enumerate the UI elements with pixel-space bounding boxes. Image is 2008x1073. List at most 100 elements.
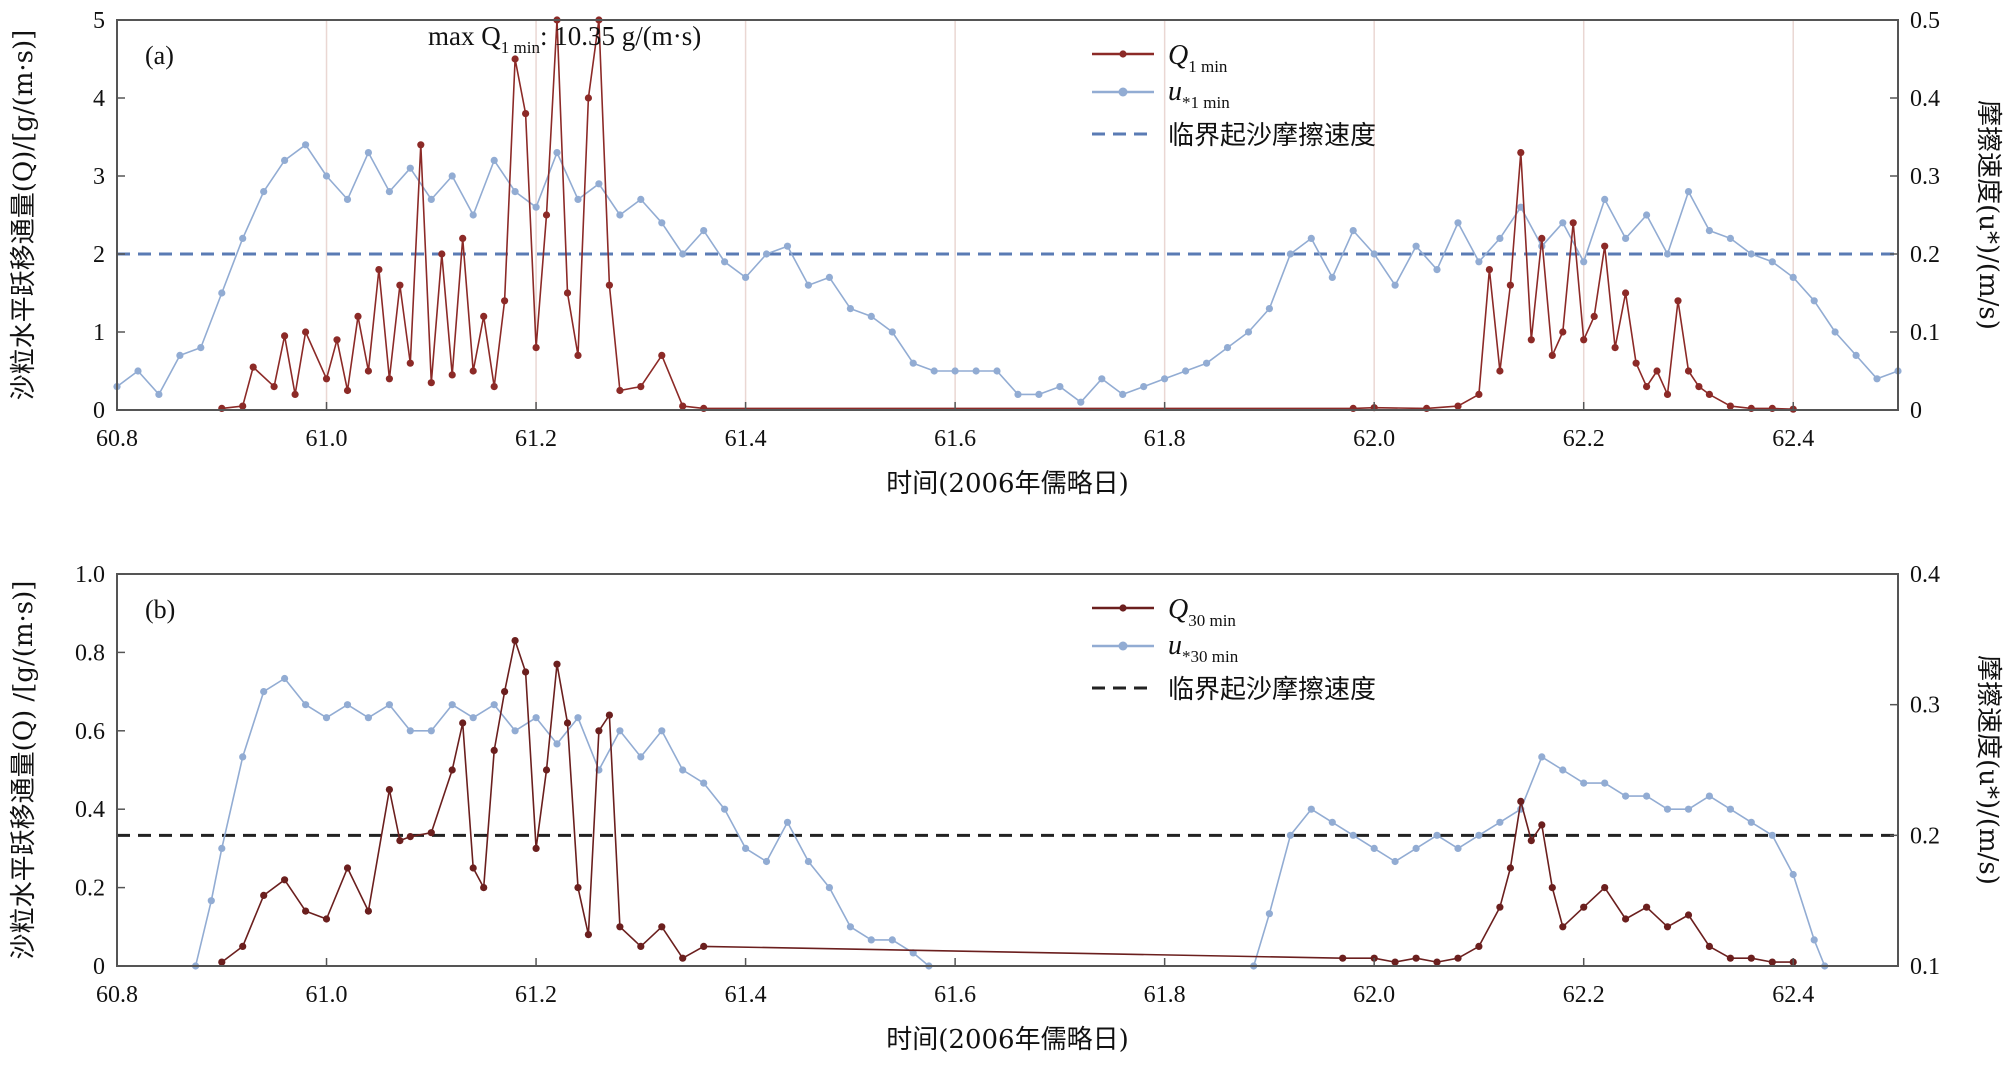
legend-marker-q bbox=[1119, 50, 1127, 58]
data-point bbox=[1663, 390, 1672, 398]
data-point bbox=[1548, 351, 1556, 359]
series-line bbox=[194, 677, 1826, 967]
data-point bbox=[1663, 805, 1672, 813]
data-point bbox=[1726, 805, 1734, 813]
data-point bbox=[637, 753, 645, 761]
data-point bbox=[1035, 390, 1043, 398]
series-line bbox=[221, 19, 1794, 410]
data-point bbox=[1014, 390, 1022, 398]
data-point bbox=[1433, 831, 1441, 839]
label-base: u bbox=[1168, 76, 1182, 107]
data-point bbox=[542, 211, 551, 219]
data-point bbox=[867, 312, 875, 320]
data-point bbox=[1601, 195, 1609, 203]
data-point bbox=[584, 931, 593, 939]
data-point bbox=[888, 936, 896, 944]
data-point bbox=[972, 367, 980, 375]
data-point bbox=[511, 637, 519, 645]
data-point bbox=[1747, 250, 1755, 258]
data-point bbox=[197, 344, 205, 352]
data-point bbox=[302, 907, 310, 915]
chart-panel-a: 60.8 61.0 61.2 61.4 61.6 61.8 62.0 62.2 62.4 0 1 2 3… bbox=[9, 8, 2003, 499]
data-point bbox=[532, 714, 540, 722]
series-0 bbox=[192, 674, 1829, 970]
x-tick-label: 61.0 bbox=[306, 982, 348, 1008]
data-point bbox=[993, 367, 1001, 375]
panel-label: (b) bbox=[145, 595, 175, 624]
data-point bbox=[490, 746, 498, 755]
data-point bbox=[406, 727, 414, 735]
data-point bbox=[1527, 837, 1535, 845]
y-tick-label: 0.6 bbox=[75, 719, 105, 745]
x-tick-label: 60.8 bbox=[96, 426, 138, 452]
data-point bbox=[1559, 219, 1567, 227]
label-base: Q bbox=[1168, 40, 1188, 71]
data-point bbox=[1663, 923, 1672, 931]
data-point bbox=[438, 250, 446, 258]
data-point bbox=[459, 719, 467, 727]
data-point bbox=[302, 141, 310, 149]
data-point bbox=[417, 141, 425, 149]
y-axis-title: 沙粒水平跃移通量(Q)/[g/(m·s)] bbox=[9, 30, 39, 401]
data-point bbox=[1517, 203, 1525, 211]
data-point bbox=[1286, 250, 1294, 258]
data-point bbox=[616, 923, 624, 931]
y-tick-label: 0.8 bbox=[75, 640, 105, 666]
data-point bbox=[322, 172, 331, 180]
y-tick-label: 5 bbox=[93, 8, 105, 34]
data-point bbox=[867, 936, 875, 944]
data-point bbox=[1705, 792, 1713, 800]
x-tick-label: 62.4 bbox=[1772, 982, 1814, 1008]
y-tick-label: 1.0 bbox=[75, 562, 105, 588]
data-point bbox=[1433, 958, 1441, 966]
series-1 bbox=[218, 637, 1797, 966]
data-point bbox=[574, 351, 582, 359]
data-point bbox=[1726, 402, 1734, 410]
data-point bbox=[846, 923, 855, 931]
data-point bbox=[427, 829, 435, 837]
data-point bbox=[1454, 844, 1462, 853]
data-point bbox=[281, 876, 289, 884]
data-point bbox=[1789, 273, 1797, 281]
data-point bbox=[532, 203, 540, 211]
data-point bbox=[1789, 870, 1797, 879]
data-point bbox=[1622, 289, 1630, 297]
data-point bbox=[1747, 818, 1755, 826]
label-subscript: 1 min bbox=[501, 38, 541, 57]
y-tick-label: 1 bbox=[93, 320, 105, 346]
data-point bbox=[1873, 375, 1881, 383]
data-point bbox=[1286, 831, 1294, 839]
data-point bbox=[595, 180, 603, 188]
data-point bbox=[700, 942, 708, 951]
data-point bbox=[1506, 281, 1514, 289]
x-tick-label: 61.2 bbox=[515, 426, 557, 452]
data-point bbox=[846, 305, 855, 313]
data-point bbox=[207, 897, 215, 905]
data-point bbox=[1643, 211, 1651, 219]
data-point bbox=[1559, 328, 1567, 336]
data-point bbox=[553, 149, 561, 157]
x-axis-title: 时间(2006年儒略日) bbox=[886, 1025, 1128, 1055]
data-point bbox=[249, 363, 257, 371]
data-point bbox=[1203, 359, 1211, 367]
y2-tick-label: 0 bbox=[1910, 398, 1922, 424]
plot-frame bbox=[116, 19, 1899, 411]
data-point bbox=[1643, 383, 1651, 391]
data-point bbox=[574, 195, 582, 203]
data-point bbox=[333, 336, 341, 344]
series-line bbox=[116, 144, 1899, 404]
panel-label: (a) bbox=[145, 41, 174, 70]
data-point bbox=[679, 954, 687, 962]
data-point bbox=[1182, 367, 1190, 375]
data-point bbox=[1370, 844, 1378, 853]
legend-marker-q bbox=[1119, 604, 1127, 612]
label-subscript: *1 min bbox=[1182, 93, 1230, 112]
data-point bbox=[1454, 954, 1462, 962]
data-point bbox=[270, 383, 278, 391]
y2-tick-label: 0.3 bbox=[1910, 164, 1940, 190]
data-point bbox=[375, 266, 383, 274]
data-point bbox=[501, 688, 509, 696]
data-point bbox=[532, 844, 540, 853]
data-point bbox=[1590, 312, 1598, 320]
